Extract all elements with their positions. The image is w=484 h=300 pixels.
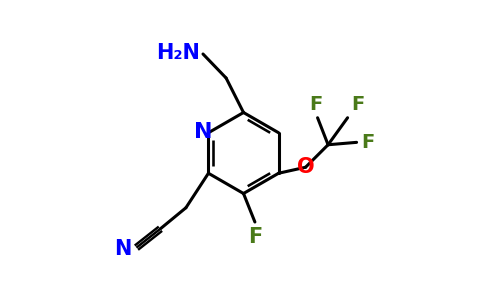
- Text: F: F: [351, 95, 364, 114]
- Text: N: N: [194, 122, 212, 142]
- Text: F: F: [361, 133, 374, 152]
- Text: N: N: [114, 239, 131, 259]
- Text: F: F: [248, 227, 263, 248]
- Text: F: F: [309, 95, 323, 114]
- Text: O: O: [297, 157, 315, 177]
- Text: H₂N: H₂N: [156, 43, 200, 63]
